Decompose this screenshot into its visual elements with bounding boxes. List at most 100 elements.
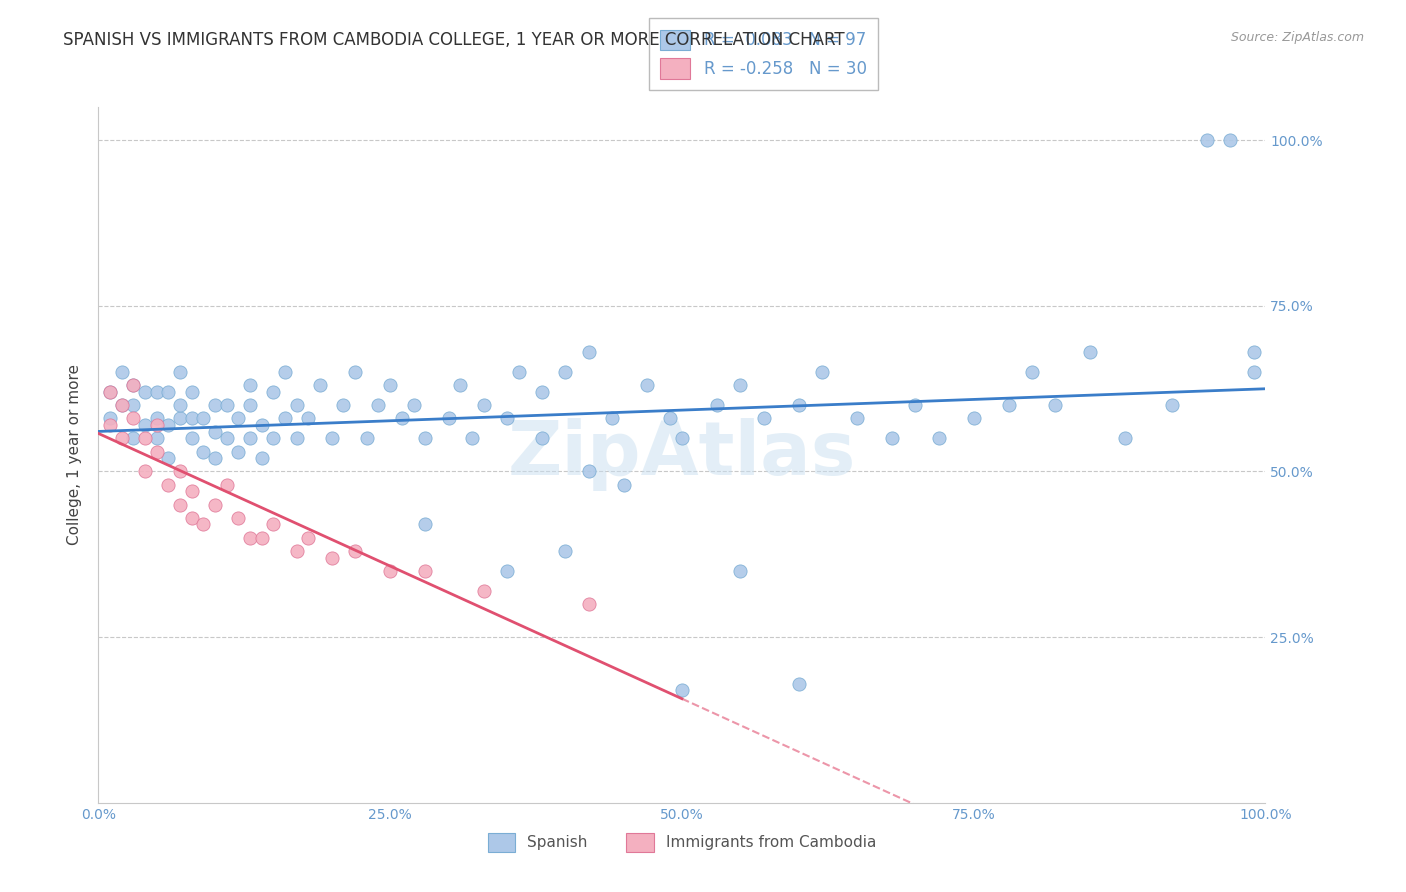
- Point: [297, 411, 319, 425]
- Point: [472, 398, 495, 412]
- Point: [309, 378, 332, 392]
- Point: [122, 378, 145, 392]
- Point: [250, 418, 273, 433]
- Point: [228, 444, 250, 458]
- Point: [111, 365, 134, 379]
- Point: [321, 431, 343, 445]
- Point: [134, 431, 156, 445]
- Point: [636, 378, 658, 392]
- Point: [274, 411, 297, 425]
- Point: [146, 411, 169, 425]
- Point: [250, 531, 273, 545]
- Point: [706, 398, 728, 412]
- Point: [239, 431, 262, 445]
- Text: Source: ZipAtlas.com: Source: ZipAtlas.com: [1230, 31, 1364, 45]
- Legend: Spanish, Immigrants from Cambodia: Spanish, Immigrants from Cambodia: [482, 827, 882, 858]
- Point: [402, 398, 425, 412]
- Point: [449, 378, 471, 392]
- Point: [578, 465, 600, 479]
- Point: [239, 378, 262, 392]
- Point: [600, 411, 623, 425]
- Point: [659, 411, 682, 425]
- Point: [98, 418, 121, 433]
- Point: [880, 431, 903, 445]
- Point: [554, 365, 576, 379]
- Point: [250, 451, 273, 466]
- Point: [262, 384, 284, 399]
- Point: [1021, 365, 1043, 379]
- Point: [111, 431, 134, 445]
- Point: [578, 345, 600, 359]
- Point: [122, 378, 145, 392]
- Point: [285, 431, 308, 445]
- Point: [367, 398, 389, 412]
- Point: [215, 477, 238, 491]
- Point: [193, 444, 215, 458]
- Point: [904, 398, 927, 412]
- Point: [98, 384, 121, 399]
- Point: [1080, 345, 1102, 359]
- Point: [169, 398, 191, 412]
- Point: [111, 398, 134, 412]
- Point: [671, 431, 693, 445]
- Y-axis label: College, 1 year or more: College, 1 year or more: [67, 365, 83, 545]
- Point: [321, 550, 343, 565]
- Point: [344, 365, 367, 379]
- Point: [228, 411, 250, 425]
- Point: [122, 411, 145, 425]
- Point: [157, 384, 180, 399]
- Point: [134, 418, 156, 433]
- Point: [530, 431, 553, 445]
- Point: [169, 498, 191, 512]
- Point: [297, 531, 319, 545]
- Point: [391, 411, 413, 425]
- Point: [613, 477, 636, 491]
- Point: [262, 431, 284, 445]
- Point: [472, 583, 495, 598]
- Point: [146, 418, 169, 433]
- Point: [344, 544, 367, 558]
- Point: [204, 398, 226, 412]
- Point: [997, 398, 1019, 412]
- Point: [508, 365, 530, 379]
- Point: [413, 517, 436, 532]
- Point: [239, 398, 262, 412]
- Point: [193, 517, 215, 532]
- Point: [554, 544, 576, 558]
- Point: [146, 384, 169, 399]
- Point: [262, 517, 284, 532]
- Point: [413, 564, 436, 578]
- Point: [98, 411, 121, 425]
- Point: [285, 398, 308, 412]
- Point: [169, 411, 191, 425]
- Point: [180, 431, 202, 445]
- Point: [193, 411, 215, 425]
- Point: [134, 465, 156, 479]
- Point: [962, 411, 984, 425]
- Point: [1045, 398, 1067, 412]
- Point: [787, 398, 810, 412]
- Point: [846, 411, 869, 425]
- Point: [1243, 345, 1265, 359]
- Point: [1243, 365, 1265, 379]
- Point: [285, 544, 308, 558]
- Point: [413, 431, 436, 445]
- Point: [496, 411, 519, 425]
- Point: [928, 431, 950, 445]
- Point: [157, 451, 180, 466]
- Point: [380, 564, 402, 578]
- Point: [228, 511, 250, 525]
- Text: SPANISH VS IMMIGRANTS FROM CAMBODIA COLLEGE, 1 YEAR OR MORE CORRELATION CHART: SPANISH VS IMMIGRANTS FROM CAMBODIA COLL…: [63, 31, 845, 49]
- Point: [146, 431, 169, 445]
- Point: [578, 597, 600, 611]
- Point: [730, 378, 752, 392]
- Point: [1161, 398, 1184, 412]
- Point: [530, 384, 553, 399]
- Point: [122, 398, 145, 412]
- Point: [157, 418, 180, 433]
- Point: [215, 431, 238, 445]
- Point: [730, 564, 752, 578]
- Point: [356, 431, 378, 445]
- Point: [332, 398, 354, 412]
- Point: [1114, 431, 1136, 445]
